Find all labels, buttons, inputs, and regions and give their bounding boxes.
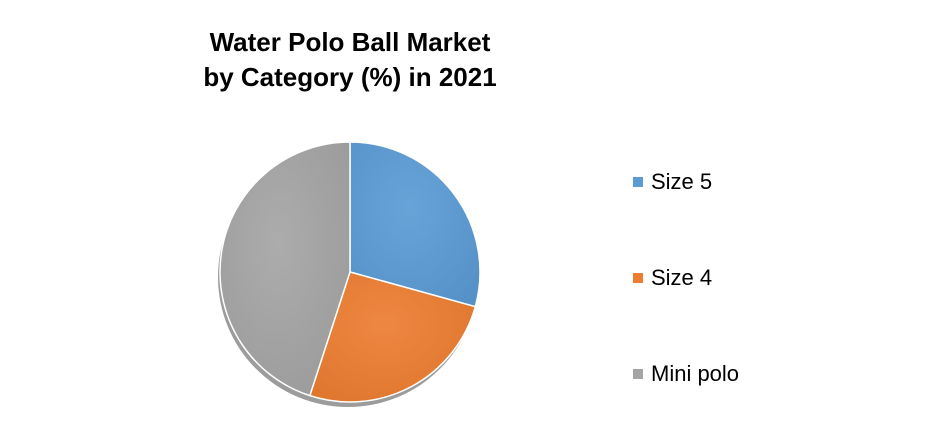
chart-title-line-1: Water Polo Ball Market [209,27,491,57]
legend-label-mini-polo: Mini polo [651,361,740,386]
pie-slice-size-4 [308,271,477,403]
legend-label-size-5: Size 5 [651,169,713,194]
legend-label-size-4: Size 4 [651,265,713,290]
legend-item-size-5: Size 5 [633,167,712,197]
pie-slice-size-5 [349,141,481,308]
chart-title-line-2: by Category (%) in 2021 [203,62,497,92]
legend-item-mini-polo: Mini polo [633,359,739,389]
legend-swatch-size-5 [633,177,643,187]
legend-swatch-mini-polo [633,369,643,379]
legend-item-size-4: Size 4 [633,263,712,293]
legend-swatch-size-4 [633,273,643,283]
pie-slice-mini-polo [219,141,351,397]
